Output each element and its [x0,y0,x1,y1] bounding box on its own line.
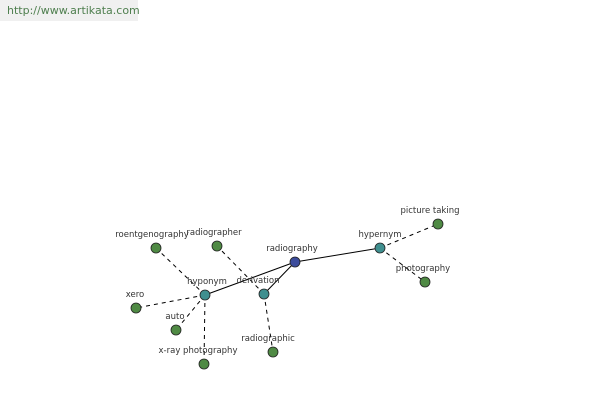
node-label: roentgenography [115,230,189,240]
node [419,276,431,288]
relation-edge [263,293,274,353]
edge [204,261,296,296]
edge [294,247,381,263]
node [150,242,162,254]
node [211,240,223,252]
node [199,289,211,301]
node-label: xero [126,290,145,300]
node-label: hypernym [358,230,401,240]
node [289,256,301,268]
node-label: radiography [266,244,318,254]
node-label: picture taking [401,206,460,216]
relation-edge [379,247,426,283]
relation-edge [379,223,439,249]
node-label: auto [165,312,184,322]
node [258,288,270,300]
relation-edge [155,247,206,296]
node [170,324,182,336]
url-bar: http://www.artikata.com [0,0,140,21]
relation-edge [135,294,206,309]
node-label: hyponym [187,277,227,287]
node [432,218,444,230]
node [130,302,142,314]
node-label: radiographer [186,228,242,238]
edge [263,261,296,295]
node [198,358,210,370]
node [374,242,386,254]
node-label: x-ray photography [159,346,238,356]
relation-edge [216,245,265,295]
node [267,346,279,358]
node-label: derivation [236,276,279,286]
node-label: photography [396,264,450,274]
node-label: radiographic [241,334,295,344]
relation-edge [203,294,206,365]
url[interactable]: http://www.artikata.com [7,4,140,17]
